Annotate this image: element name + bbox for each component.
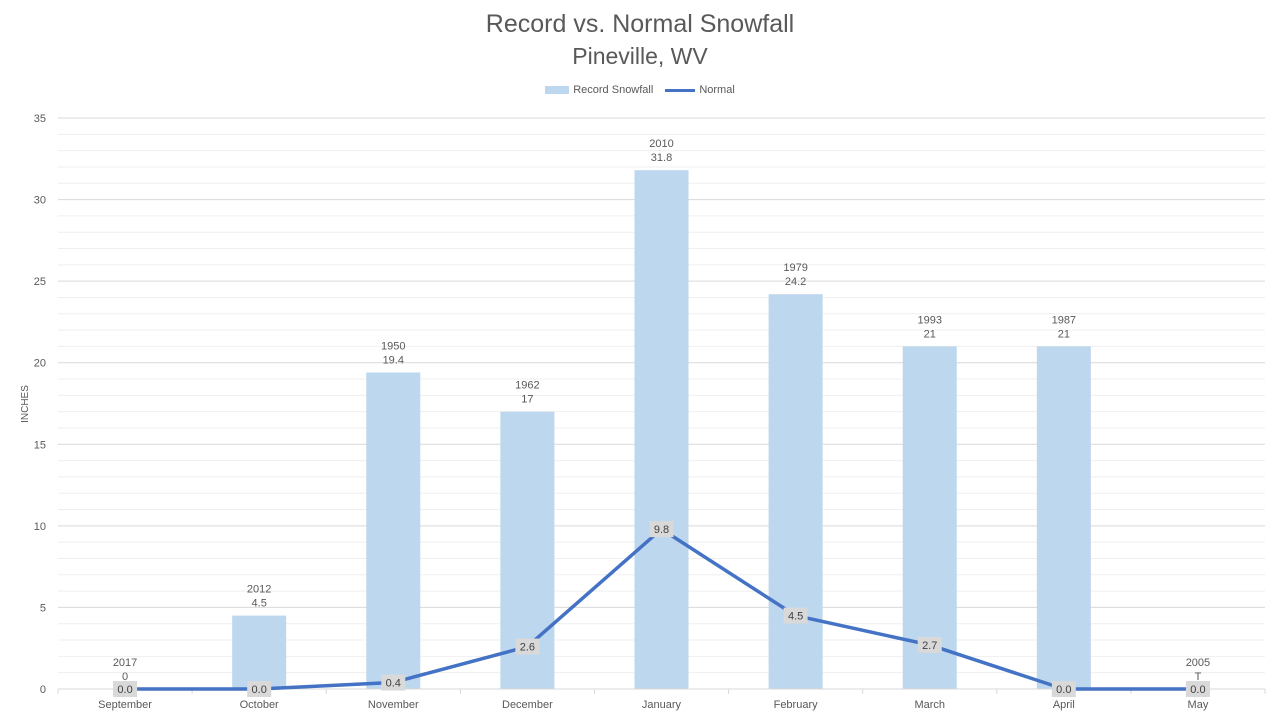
y-tick-label: 35 [34,113,46,125]
legend-item-record: Record Snowfall [545,84,653,96]
x-tick-label: April [1053,699,1075,711]
x-tick-label: November [368,699,419,711]
line-value-label: 4.5 [788,611,803,623]
line-label-box [1185,681,1210,697]
bar-year-label: 1979 [783,262,807,274]
line-label-box [113,681,138,697]
x-tick-label: December [502,699,553,711]
bar-value-label: 21 [924,328,936,340]
bar [768,294,823,689]
line-value-label: 0.4 [386,677,401,689]
legend: Record Snowfall Normal [0,84,1280,96]
bar-value-label: T [1195,671,1202,683]
line-label-box [515,638,540,655]
x-tick-label: February [774,699,819,711]
bar-value-label: 17 [521,394,533,406]
legend-label-record: Record Snowfall [573,84,654,96]
line-label-box [783,607,808,624]
bar [902,346,957,689]
bar-value-label: 0 [122,671,128,683]
legend-swatch-line [665,88,696,92]
y-axis-label: INCHES [20,385,31,423]
bar-year-label: 2017 [113,657,137,669]
legend-item-normal: Normal [665,84,735,96]
line-label-box [649,521,674,538]
line-label-box [381,674,406,691]
bar-value-label: 4.5 [252,598,267,610]
line-value-label: 0.0 [1190,684,1205,696]
line-value-label: 0.0 [1056,684,1071,696]
y-tick-label: 0 [40,684,46,696]
line-value-label: 2.6 [520,642,535,654]
bar-year-label: 1962 [515,380,539,392]
y-tick-label: 15 [34,439,46,451]
bar-year-label: 1950 [381,341,405,353]
x-tick-label: May [1188,699,1209,711]
y-tick-label: 5 [40,602,46,614]
y-tick-label: 20 [34,358,46,370]
line-label-box [247,681,272,697]
bar-year-label: 1993 [917,314,941,326]
bar [366,372,421,689]
line-label-box [1051,681,1076,697]
bar [1036,346,1091,689]
x-tick-label: October [240,699,279,711]
bar-value-label: 19.4 [383,355,404,367]
line-value-label: 2.7 [922,640,937,652]
legend-label-normal: Normal [699,84,735,96]
bar [634,170,689,690]
line-value-label: 0.0 [117,684,132,696]
y-tick-label: 10 [34,521,46,533]
chart-title: Record vs. Normal Snowfall [485,10,795,38]
x-tick-label: January [642,699,682,711]
line-label-box [917,636,942,653]
y-tick-label: 25 [34,276,46,288]
line-value-label: 0.0 [252,684,267,696]
bar-value-label: 31.8 [651,152,672,164]
bar-year-label: 1987 [1052,314,1076,326]
bar-year-label: 2012 [247,584,271,596]
x-tick-label: September [98,699,152,711]
bar-year-label: 2010 [649,138,673,150]
legend-swatch-bar [545,86,570,94]
bar-value-label: 24.2 [785,276,806,288]
line-value-label: 9.8 [654,524,669,536]
bar-year-label: 2005 [1186,657,1210,669]
x-tick-label: March [914,699,945,711]
bar [232,615,287,689]
bar-value-label: 21 [1058,328,1070,340]
chart-subtitle: Pineville, WV [572,43,708,69]
y-tick-label: 30 [34,195,46,207]
